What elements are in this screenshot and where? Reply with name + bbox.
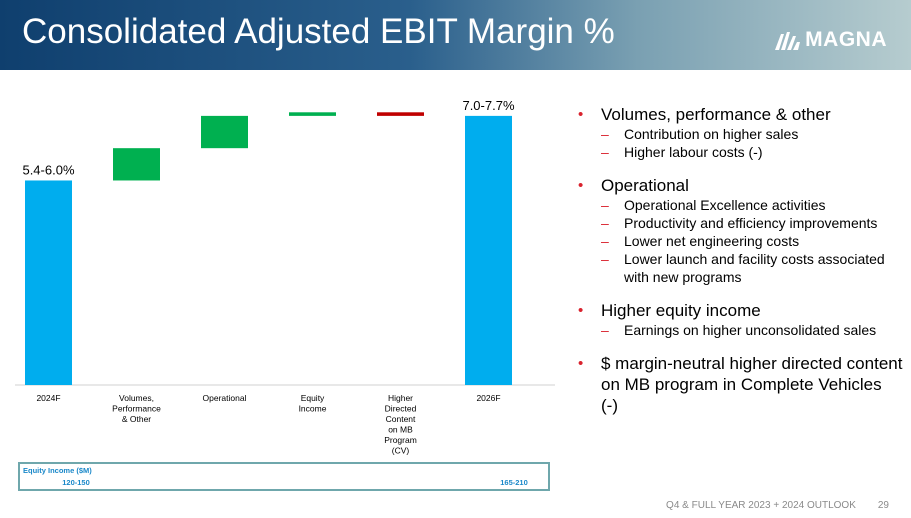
bullet-dot-icon: •	[578, 106, 584, 123]
bullet-text: $ margin-neutral higher directed content…	[601, 354, 903, 415]
sub-bullet: – Lower launch and facility costs associa…	[601, 250, 903, 286]
magna-logo: MAGNA	[775, 28, 887, 52]
bullet-volumes: • Volumes, performance & other – Contribu…	[578, 104, 903, 161]
dash-icon: –	[601, 322, 609, 338]
sub-bullet: – Higher labour costs (-)	[601, 143, 903, 161]
sub-bullet-text: Lower net engineering costs	[624, 233, 800, 249]
sub-bullet: – Productivity and efficiency improvement…	[601, 214, 903, 232]
data-label-0: 5.4-6.0%	[22, 162, 74, 177]
dash-icon: –	[601, 197, 609, 213]
bullet-text: Operational	[601, 176, 689, 195]
page-number: 29	[877, 500, 889, 511]
sub-bullet-text: Lower launch and facility costs associat…	[624, 251, 885, 285]
tick-label-1: Volumes, Performance & Other	[112, 393, 161, 424]
sub-bullet-text: Earnings on higher unconsolidated sales	[624, 322, 877, 338]
dash-icon: –	[601, 215, 609, 231]
bar-1	[113, 148, 160, 181]
sub-bullet-text: Operational Excellence activities	[624, 197, 826, 213]
sub-bullet-text: Contribution on higher sales	[624, 126, 799, 142]
waterfall-chart: 5.4-6.0% 2024F Volumes, Performance & Other O…	[15, 98, 555, 456]
dash-icon: –	[601, 126, 609, 142]
magna-logo-text: MAGNA	[805, 28, 887, 51]
bar-2	[201, 115, 248, 149]
tick-label-0: 2024F	[36, 393, 60, 403]
sub-bullet-text: Productivity and efficiency improvements	[624, 215, 878, 231]
bar-5	[465, 115, 512, 385]
bullet-text: Volumes, performance & other	[601, 105, 831, 124]
bullet-dot-icon: •	[578, 355, 584, 372]
bullet-directed-content: • $ margin-neutral higher directed conte…	[578, 353, 903, 416]
equity-income-title: Equity Income ($M)	[23, 466, 92, 475]
bullet-operational: • Operational – Operational Excellence ac…	[578, 175, 903, 286]
equity-income-2026f: 165-210	[500, 478, 528, 487]
bullet-text: Higher equity income	[601, 301, 761, 320]
bullet-equity: • Higher equity income – Earnings on high…	[578, 300, 903, 339]
sub-bullet: – Contribution on higher sales	[601, 125, 903, 143]
equity-income-table: Equity Income ($M) 120-150 165-210	[18, 462, 550, 491]
magna-logo-icon	[775, 32, 801, 50]
equity-income-2024f: 120-150	[62, 478, 90, 487]
bullet-list: • Volumes, performance & other – Contribu…	[578, 104, 903, 416]
tick-label-5: 2026F	[476, 393, 500, 403]
sub-bullet: – Operational Excellence activities	[601, 196, 903, 214]
dash-icon: –	[601, 251, 609, 267]
tick-label-4: Higher Directed Content on MB Program (CV)	[384, 393, 417, 456]
bar-0	[25, 180, 72, 385]
tick-label-3: Equity Income	[299, 393, 327, 414]
slide-footer: Q4 & FULL YEAR 2023 + 2024 OUTLOOK 29	[666, 500, 889, 511]
tick-label-2: Operational	[203, 393, 247, 403]
sub-bullet: – Earnings on higher unconsolidated sales	[601, 321, 903, 339]
bar-3	[289, 112, 336, 116]
bar-4	[377, 112, 424, 116]
sub-bullet-text: Higher labour costs (-)	[624, 144, 763, 160]
dash-icon: –	[601, 233, 609, 249]
bullet-dot-icon: •	[578, 302, 584, 319]
bullet-dot-icon: •	[578, 177, 584, 194]
page-title: Consolidated Adjusted EBIT Margin %	[22, 12, 615, 51]
slide-header: Consolidated Adjusted EBIT Margin % MAGN…	[0, 0, 911, 70]
sub-bullet: – Lower net engineering costs	[601, 232, 903, 250]
footer-text: Q4 & FULL YEAR 2023 + 2024 OUTLOOK	[666, 500, 856, 511]
data-label-5: 7.0-7.7%	[462, 98, 514, 113]
dash-icon: –	[601, 144, 609, 160]
